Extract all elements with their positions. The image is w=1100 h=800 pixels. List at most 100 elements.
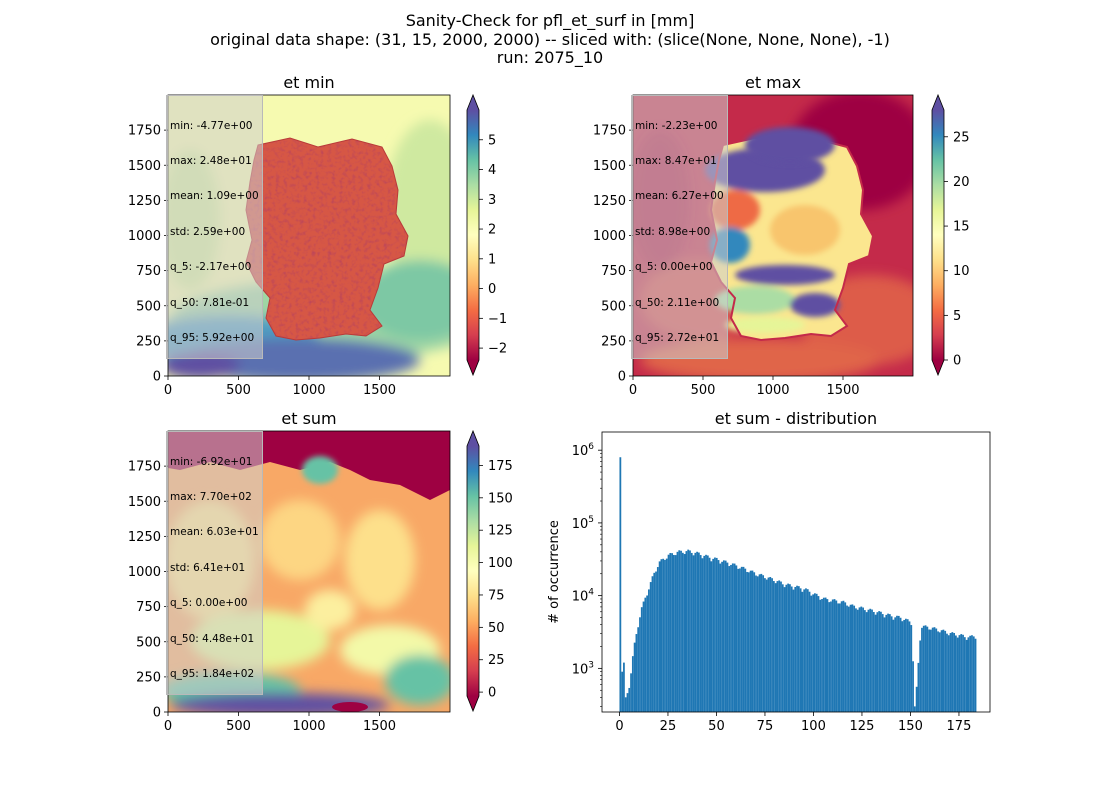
histogram-bar — [814, 593, 816, 712]
colorbar-et-sum: 0 25 50 75 100 125 150 175 — [466, 429, 513, 713]
histogram-bar — [769, 576, 772, 712]
histogram-bar — [896, 615, 898, 712]
histogram-bar — [808, 591, 811, 712]
y-ticks-et-max: 0 250 500 750 1000 1250 1500 1750 — [593, 124, 633, 385]
figure-title-line-1: Sanity-Check for pfl_et_surf in [mm] — [405, 11, 695, 30]
histogram-bar — [958, 635, 961, 712]
y-tick-label: 104 — [572, 588, 595, 605]
histogram-bar — [774, 583, 777, 712]
x-tick-label: 25 — [660, 719, 677, 734]
histogram-bar — [739, 568, 741, 712]
histogram-bar — [787, 583, 790, 712]
panel-title-distribution: et sum - distribution — [715, 409, 877, 428]
histogram-bar — [706, 555, 709, 712]
colorbar-tick-label: 15 — [953, 220, 970, 235]
y-tick-label: 1250 — [593, 194, 626, 209]
histogram-bar — [940, 630, 943, 712]
colorbar-tick-label: 5 — [953, 309, 961, 324]
histogram-bar — [960, 634, 963, 712]
x-tick-label: 1000 — [292, 383, 325, 398]
histogram-bar — [722, 560, 725, 712]
y-tick-label: 1250 — [128, 530, 161, 545]
histogram-bar — [955, 635, 957, 712]
y-tick-label: 1500 — [128, 159, 161, 174]
histogram-bar — [667, 554, 670, 712]
histogram-bar — [921, 627, 923, 712]
histogram-bar — [630, 673, 632, 712]
histogram-bar — [930, 629, 932, 712]
histogram-bar — [772, 581, 775, 712]
histogram-bar — [858, 607, 861, 712]
colorbar-tick-label: 3 — [488, 193, 496, 208]
histogram-bar — [906, 619, 909, 712]
histogram-bar — [805, 588, 807, 712]
y-ticks-et-min: 0 250 500 750 1000 1250 1500 1750 — [128, 124, 168, 385]
stats-box-et-min: min: -4.77e+00 max: 2.48e+01 mean: 1.09e… — [166, 95, 263, 359]
histogram-bar — [806, 589, 809, 712]
histogram-bar — [640, 607, 643, 712]
histogram-bar — [796, 585, 798, 712]
y-tick-label: 500 — [601, 299, 626, 314]
stat-mean: mean: 1.09e+00 — [170, 190, 259, 203]
histogram-bar — [665, 558, 668, 712]
histogram-bar — [642, 601, 645, 712]
histogram-bar — [915, 686, 918, 712]
x-tick-label: 500 — [691, 383, 716, 398]
stat-std: std: 6.41e+01 — [170, 561, 246, 574]
colorbar-extend-max — [467, 431, 479, 446]
histogram-bar — [851, 604, 854, 712]
histogram-bar — [938, 632, 941, 712]
histogram-bar — [799, 588, 802, 712]
x-tick-label: 0 — [615, 719, 623, 734]
colorbar-extend-max — [932, 95, 944, 110]
x-tick-label: 1000 — [292, 719, 325, 734]
figure-title-line-2: original data shape: (31, 15, 2000, 2000… — [210, 29, 890, 49]
histogram-bar — [872, 612, 875, 712]
colorbar-tick-label: 20 — [953, 175, 970, 190]
histogram-bar — [817, 596, 820, 712]
histogram-bar — [765, 579, 768, 712]
histogram-bar — [635, 634, 638, 712]
histogram-bar — [855, 608, 857, 712]
stat-q95: q_95: 2.72e+01 — [635, 331, 720, 344]
colorbar-tick-label: 10 — [953, 264, 970, 279]
histogram-bar — [965, 639, 968, 712]
histogram-bar — [758, 574, 761, 712]
colorbar-extend-min — [932, 360, 944, 375]
histogram-bar — [715, 557, 718, 712]
histogram-bar — [789, 584, 791, 712]
x-tick-label: 0 — [629, 383, 637, 398]
histogram-bar — [828, 602, 831, 712]
x-ticks-et-max: 0 500 1000 1500 — [629, 376, 860, 398]
histogram-bar — [890, 616, 893, 712]
histogram-bar — [797, 586, 800, 712]
histogram-bar — [764, 578, 766, 712]
histogram-bar — [747, 572, 750, 712]
y-tick-label: 103 — [572, 660, 594, 677]
histogram-bar — [908, 621, 911, 712]
histogram-bar — [917, 662, 920, 712]
colorbar-tick-label: 2 — [488, 223, 496, 238]
x-tick-label: 1500 — [363, 719, 396, 734]
stat-mean: mean: 6.27e+00 — [635, 190, 724, 203]
colorbar-gradient — [467, 110, 479, 360]
histogram-bar — [662, 558, 665, 712]
histogram-bar — [703, 555, 706, 712]
histogram-bar — [742, 566, 745, 712]
histogram-bar — [922, 625, 925, 712]
histogram-bar — [648, 589, 650, 712]
histogram-bar — [719, 563, 722, 712]
histogram-bar — [717, 560, 720, 712]
histogram-bar — [753, 572, 756, 712]
histogram-bar — [928, 629, 931, 712]
histogram-bar — [935, 628, 938, 712]
histogram-bar — [869, 608, 872, 712]
stat-std: std: 8.98e+00 — [635, 225, 711, 238]
stat-q95: q_95: 5.92e+00 — [170, 331, 255, 344]
y-tick-label: 105 — [572, 515, 594, 532]
histogram-bar — [751, 570, 754, 712]
histogram-bar — [919, 640, 922, 712]
histogram-bar — [849, 604, 852, 712]
histogram-bar — [755, 575, 757, 712]
y-tick-label: 1750 — [128, 124, 161, 139]
